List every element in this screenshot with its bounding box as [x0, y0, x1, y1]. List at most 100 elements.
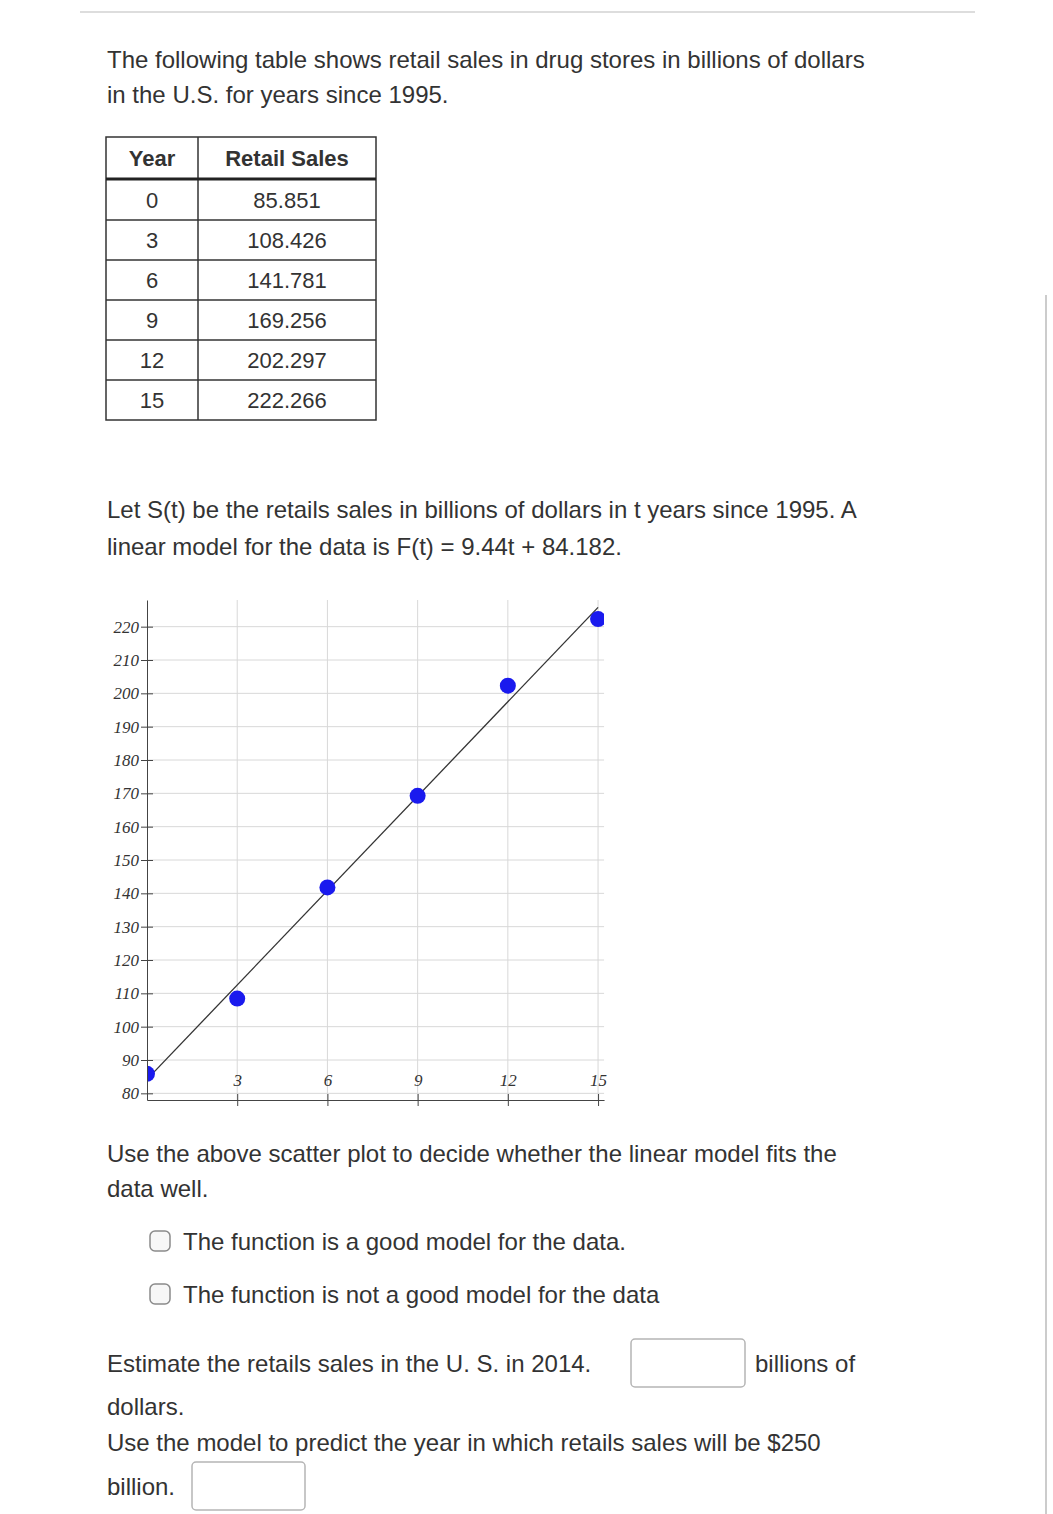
y-tick: 100 [114, 1018, 154, 1037]
y-tick: 220 [114, 618, 154, 637]
answer-input[interactable] [631, 1339, 745, 1387]
y-tick: 120 [114, 951, 154, 970]
y-tick: 170 [114, 784, 154, 803]
y-tick-mark [141, 727, 153, 728]
x-axis-line [148, 1100, 605, 1101]
grid-line-x [417, 600, 418, 1100]
y-tick-label: 120 [114, 951, 140, 970]
grid-line-y [147, 960, 604, 961]
y-tick: 190 [114, 718, 154, 737]
table-cell: 9 [146, 308, 158, 333]
y-tick-mark [141, 1093, 153, 1094]
x-axis: 3 6 9 12 15 [148, 1071, 608, 1106]
y-tick-mark [141, 693, 153, 694]
paragraph-line: Use the above scatter plot to decide whe… [107, 1140, 837, 1167]
y-tick: 160 [114, 818, 154, 837]
table-row-rule [106, 379, 376, 381]
chart: 8090100110120130140150160170180190200210… [114, 600, 608, 1106]
y-tick-label: 80 [122, 1084, 140, 1103]
checkbox[interactable] [150, 1231, 170, 1251]
x-tick-label: 9 [414, 1071, 423, 1090]
model-line [147, 607, 598, 1079]
table-cell: 6 [146, 268, 158, 293]
y-tick-mark [141, 860, 153, 861]
paragraph-line: The following table shows retail sales i… [107, 46, 865, 73]
grid-line-y [147, 660, 604, 661]
x-tick: 6 [324, 1071, 333, 1106]
table-cell: 0 [146, 188, 158, 213]
plot-area [147, 607, 604, 1081]
answer-input[interactable] [192, 1462, 305, 1510]
table-cell: 169.256 [247, 308, 327, 333]
grid-line-y [147, 860, 604, 861]
data-point [500, 678, 516, 694]
y-tick-label: 110 [115, 984, 140, 1003]
checkbox[interactable] [150, 1284, 170, 1304]
grid-line-y [147, 1093, 604, 1094]
y-tick-mark [141, 960, 153, 961]
y-tick: 130 [114, 918, 154, 937]
y-tick: 200 [114, 684, 154, 703]
x-tick-label: 6 [324, 1071, 333, 1090]
table-cell: 3 [146, 228, 158, 253]
grid-line-y [147, 826, 604, 827]
option-label: The function is not a good model for the… [183, 1281, 660, 1308]
paragraph-line: in the U.S. for years since 1995. [107, 81, 449, 108]
y-tick-mark [141, 627, 153, 628]
paragraph-line: dollars. [107, 1393, 184, 1420]
y-tick-label: 150 [114, 851, 140, 870]
y-tick-label: 190 [114, 718, 140, 737]
y-tick-label: 180 [114, 751, 140, 770]
table-row-rule [106, 339, 376, 341]
x-tick-mark [598, 1094, 599, 1106]
table-header: Retail Sales [225, 146, 349, 171]
y-tick-label: 200 [114, 684, 140, 703]
grid-line-y [147, 893, 604, 894]
x-tick-mark [508, 1094, 509, 1106]
table-cell: 108.426 [247, 228, 327, 253]
y-tick-label: 220 [114, 618, 140, 637]
table-cell: 222.266 [247, 388, 327, 413]
y-tick-mark [141, 993, 153, 994]
x-tick-mark [327, 1094, 328, 1106]
grid-line-y [147, 993, 604, 994]
grid-line-y [147, 626, 604, 627]
paragraph-line: billion. [107, 1473, 175, 1500]
y-tick-label: 90 [122, 1051, 140, 1070]
paragraph-line: Use the model to predict the year in whi… [107, 1429, 821, 1456]
grid-line-x [237, 600, 238, 1100]
y-tick-mark [141, 760, 153, 761]
paragraph-line: data well. [107, 1175, 208, 1202]
grid-line-y [147, 760, 604, 761]
y-tick-label: 160 [114, 818, 140, 837]
option-label: The function is a good model for the dat… [183, 1228, 626, 1255]
paragraph-line: linear model for the data is F(t) = 9.44… [107, 533, 622, 560]
y-tick: 180 [114, 751, 154, 770]
x-tick-label: 12 [500, 1071, 517, 1090]
table-cell: 12 [140, 348, 164, 373]
x-tick-label: 15 [590, 1071, 607, 1090]
table-row-rule [106, 219, 376, 221]
grid [147, 600, 604, 1100]
grid-line-y [147, 726, 604, 727]
x-tick-mark [237, 1094, 238, 1106]
grid-line-x [327, 600, 328, 1100]
y-tick: 210 [114, 651, 154, 670]
y-axis-line [147, 601, 148, 1101]
grid-line-y [147, 926, 604, 927]
y-tick-mark [141, 660, 153, 661]
page-border [1045, 295, 1047, 1514]
y-tick-mark [141, 793, 153, 794]
table-frame [106, 137, 376, 420]
x-tick-label: 3 [232, 1071, 242, 1090]
table-cell: 202.297 [247, 348, 327, 373]
paragraph-line: billions of [755, 1350, 855, 1377]
table-cell: 85.851 [253, 188, 320, 213]
y-tick: 90 [122, 1051, 153, 1070]
y-tick-label: 130 [114, 918, 140, 937]
table-cell: 15 [140, 388, 164, 413]
grid-line-y [147, 1026, 604, 1027]
data-point [319, 879, 335, 895]
table-cell: 141.781 [247, 268, 327, 293]
y-tick: 150 [114, 851, 154, 870]
